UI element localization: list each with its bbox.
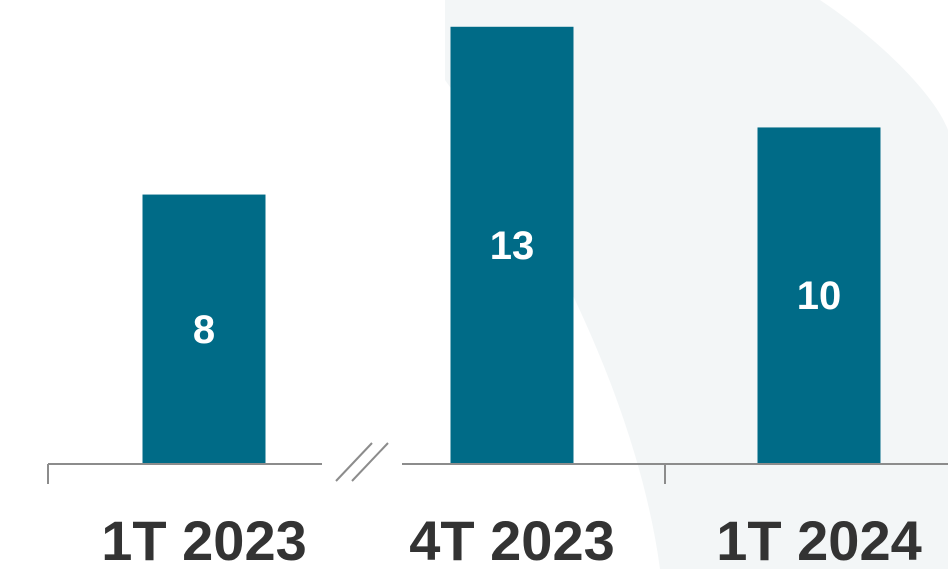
- axis-break-mark-2: [351, 442, 389, 482]
- bar-1: [142, 194, 266, 464]
- category-label-3: 1T 2024: [716, 509, 922, 569]
- x-axis: [47, 442, 948, 484]
- bar-value-label-1: 8: [193, 308, 215, 352]
- category-label-1: 1T 2023: [101, 509, 307, 569]
- bar-2: [450, 26, 574, 464]
- bar-value-label-2: 13: [490, 224, 535, 268]
- bar-value-label-3: 10: [797, 274, 842, 318]
- bars-group: 8 13 10: [142, 26, 881, 464]
- labels-group: 1T 2023 4T 2023 1T 2024: [101, 509, 922, 569]
- axis-break-mark-1: [335, 442, 373, 482]
- bar-3: [757, 127, 881, 463]
- category-label-2: 4T 2023: [409, 509, 615, 569]
